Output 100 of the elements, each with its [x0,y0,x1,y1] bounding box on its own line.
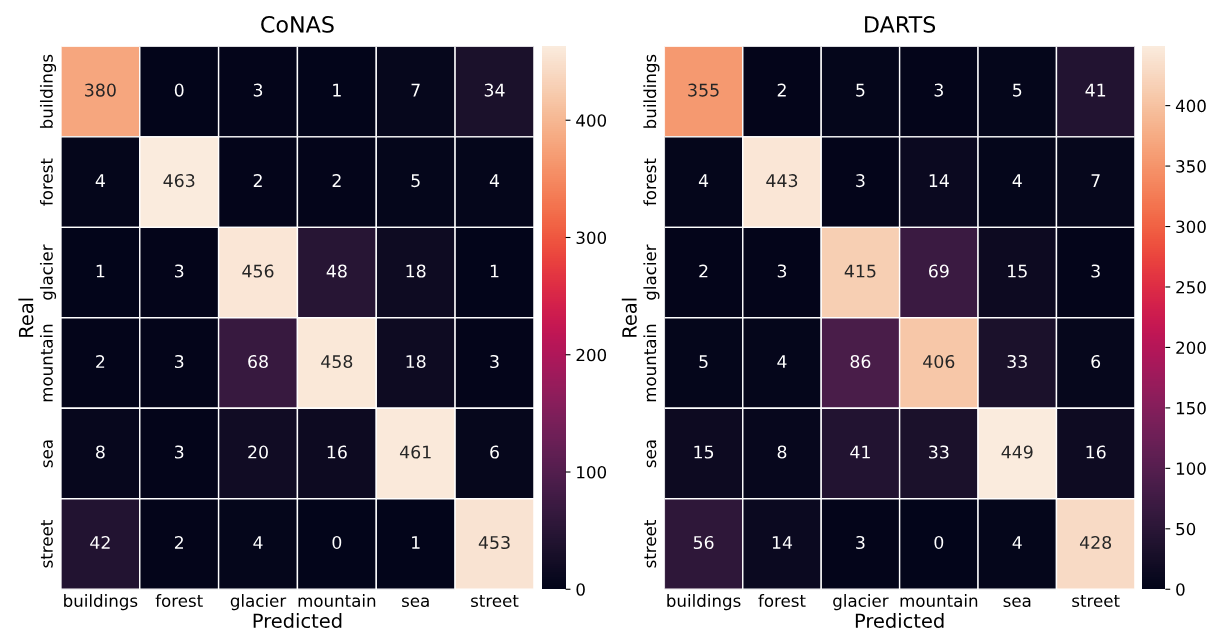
data-label: 1 [490,264,499,278]
y-tick-label: buildings [39,54,57,128]
data-label: 3 [174,264,184,278]
data-label: 1 [333,83,341,97]
y-tick-label: buildings [643,54,660,128]
data-label: 458 [321,354,353,369]
data-label: 4 [777,355,787,368]
data-label: 4 [95,174,105,187]
data-label: 2 [332,174,341,187]
data-label: 4 [489,174,500,187]
data-label: 461 [399,445,431,459]
data-label: 406 [923,354,955,369]
data-label: 4 [253,536,263,549]
data-label: 456 [242,264,274,278]
data-label: 5 [1013,83,1022,97]
color-bar-label: 0 [576,583,585,596]
color-bar-label: 0 [1176,583,1185,596]
data-label: 41 [850,445,870,459]
data-label: 6 [1091,354,1101,369]
data-label: 4 [1012,536,1022,549]
data-label: 453 [478,535,510,550]
data-label: 2 [777,83,786,97]
chart-title: DARTS [865,15,936,33]
y-tick-label: glacier [643,244,660,300]
x-tick-label: glacier [833,594,889,611]
color-bar-label: 100 [1176,462,1206,475]
y-tick-label: forest [39,158,53,206]
data-label: 3 [253,83,263,97]
x-tick-label: glacier [230,594,287,611]
data-label: 4 [698,174,709,187]
data-label: 355 [688,83,719,97]
data-label: 2 [253,174,262,187]
data-label: 0 [332,535,342,550]
y-tick-label: mountain [643,324,657,402]
data-label: 5 [699,355,708,369]
data-label: 428 [1079,535,1112,550]
y-tick-label: street [40,520,53,568]
data-label: 2 [699,264,708,278]
color-bar-label: 300 [1176,220,1206,234]
data-label: 380 [85,83,116,97]
data-label: 56 [693,535,714,550]
data-label: 4 [1012,174,1022,187]
x-tick-label: forest [758,594,806,608]
data-label: 2 [174,535,183,549]
data-label: 5 [856,83,865,97]
color-bar-label: 350 [1176,160,1206,173]
data-label: 1 [96,264,105,278]
color-bar-label: 400 [1175,99,1206,113]
data-label: 7 [1091,174,1100,187]
x-tick-label: street [471,595,519,608]
x-tick-label: sea [1003,597,1031,608]
data-label: 15 [694,445,714,459]
color-bar-label: 300 [576,231,607,245]
y-tick-label: sea [646,440,657,468]
x-tick-label: buildings [667,594,741,611]
data-label: 463 [163,174,195,188]
data-label: 20 [248,445,268,459]
data-label: 6 [490,445,499,459]
data-label: 2 [96,354,105,368]
y-axis-title: Real [18,298,34,337]
data-label: 3 [856,535,865,550]
data-label: 14 [929,174,949,187]
data-label: 42 [90,535,110,549]
data-label: 8 [777,445,787,459]
data-label: 34 [484,83,505,97]
data-label: 1 [412,536,420,549]
data-label: 48 [326,264,347,278]
data-label: 33 [1007,354,1027,369]
data-label: 86 [850,354,871,369]
chart-title: CoNAS [261,15,334,33]
data-label: 8 [96,445,105,459]
x-tick-label: forest [155,594,203,608]
data-label: 3 [777,264,787,278]
data-label: 5 [411,174,420,188]
data-label: 16 [1086,445,1106,459]
color-bar-label: 50 [1176,522,1196,536]
data-label: 15 [1008,264,1027,278]
data-label: 7 [411,83,420,97]
data-label: 0 [174,83,184,97]
data-label: 69 [929,264,949,278]
data-label: 33 [929,445,949,459]
data-label: 3 [1091,264,1100,278]
data-label: 415 [844,264,876,278]
x-tick-label: street [1072,595,1120,608]
x-tick-label: mountain [298,594,376,608]
data-label: 3 [490,354,499,369]
x-tick-label: mountain [900,594,978,608]
y-tick-label: forest [643,158,657,206]
data-label: 14 [772,536,793,549]
y-axis-title: Real [621,298,637,337]
data-label: 449 [1001,445,1033,459]
color-bar-label: 200 [576,348,607,362]
color-bar-label: 150 [1176,401,1206,415]
data-label: 3 [174,354,184,369]
y-tick-label: street [644,520,657,568]
data-label: 18 [406,354,426,369]
color-bar-label: 400 [576,114,607,127]
data-label: 443 [766,174,798,188]
data-label: 3 [934,83,943,97]
x-axis-title: Predicted [855,613,944,629]
